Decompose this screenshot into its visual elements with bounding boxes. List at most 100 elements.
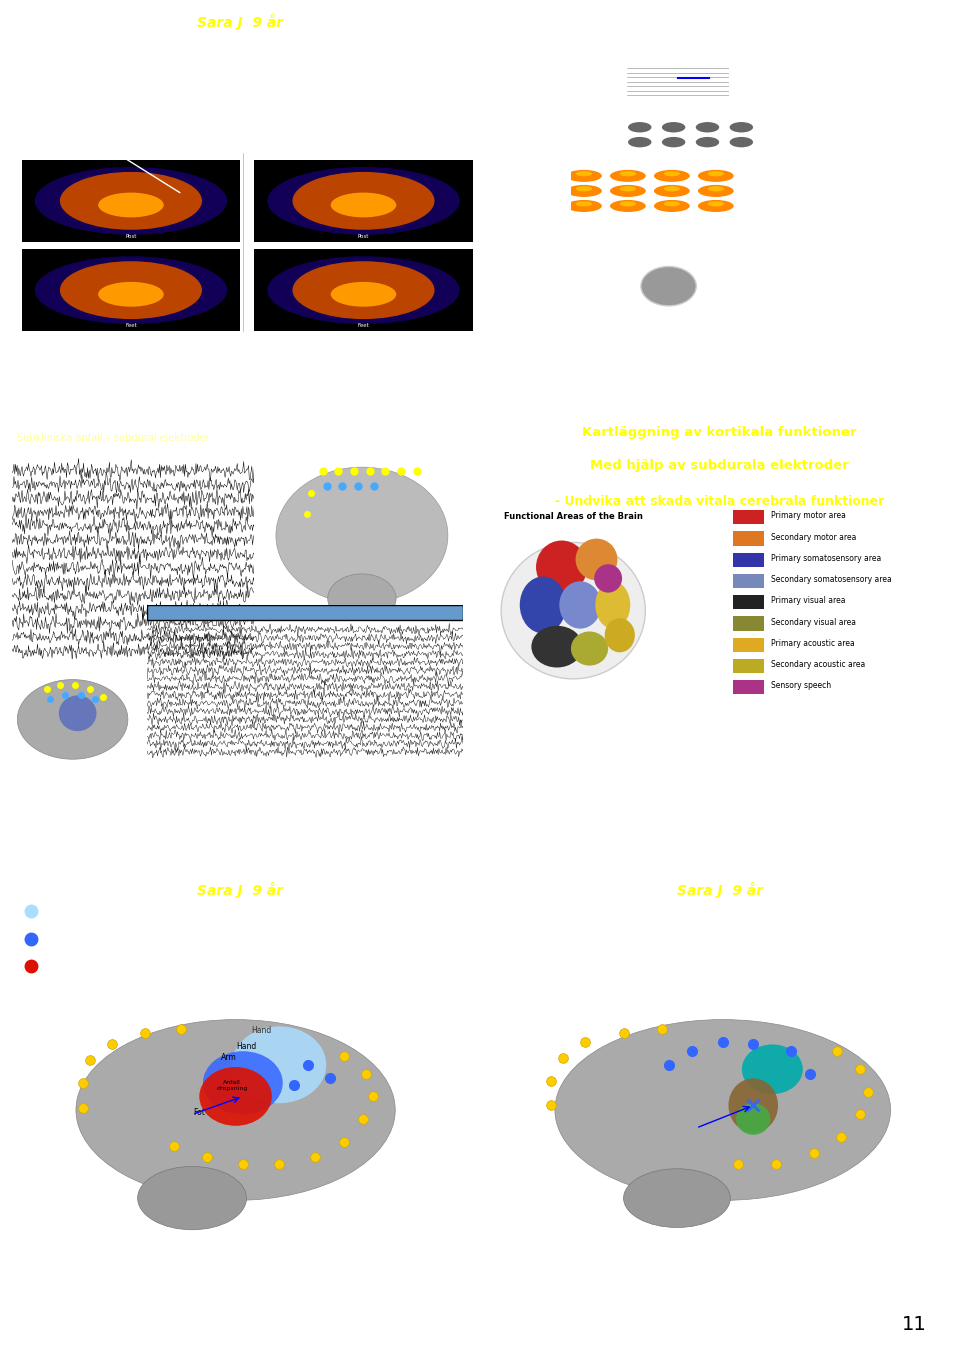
Ellipse shape xyxy=(60,171,202,230)
Text: 11: 11 xyxy=(901,1315,926,1334)
Ellipse shape xyxy=(330,193,396,217)
Ellipse shape xyxy=(610,185,646,197)
Text: Anfall
dropsning: Anfall dropsning xyxy=(216,1080,248,1091)
Ellipse shape xyxy=(293,261,435,319)
Ellipse shape xyxy=(628,136,652,147)
Ellipse shape xyxy=(654,185,689,197)
Text: • Kortikal elektrisk stimulering - motoriska funktioner och språk: • Kortikal elektrisk stimulering - motor… xyxy=(501,707,812,718)
Text: •  SPECT: • SPECT xyxy=(516,180,564,189)
Text: Secondary motor area: Secondary motor area xyxy=(771,533,856,541)
Text: Secondary somatosensory area: Secondary somatosensory area xyxy=(771,575,891,585)
Text: Secondary acoustic area: Secondary acoustic area xyxy=(771,660,865,670)
Ellipse shape xyxy=(661,122,685,132)
Text: Multimodal fusion av: Multimodal fusion av xyxy=(524,24,688,38)
Ellipse shape xyxy=(594,564,622,593)
Text: Sara J  9 år: Sara J 9 år xyxy=(677,882,763,898)
Ellipse shape xyxy=(663,186,680,192)
Ellipse shape xyxy=(76,1019,396,1200)
Ellipse shape xyxy=(698,185,733,197)
Ellipse shape xyxy=(661,136,685,147)
Text: Primary visual area: Primary visual area xyxy=(771,597,845,605)
Text: Post: Post xyxy=(358,234,370,239)
Ellipse shape xyxy=(620,201,636,207)
Ellipse shape xyxy=(267,256,460,324)
Ellipse shape xyxy=(98,193,164,217)
Text: • Somato-sensoriska evoked potentials - sensoriska and motoriska
  funktioner: • Somato-sensoriska evoked potentials - … xyxy=(501,755,828,776)
Ellipse shape xyxy=(663,171,680,177)
Ellipse shape xyxy=(566,185,602,197)
Text: Med hjälp av subdurala elektroder: Med hjälp av subdurala elektroder xyxy=(590,459,850,472)
Ellipse shape xyxy=(98,282,164,306)
FancyBboxPatch shape xyxy=(22,159,240,242)
Text: # Intervaskular endopial resektion: # Intervaskular endopial resektion xyxy=(506,967,686,976)
Ellipse shape xyxy=(267,167,460,235)
Text: Primary somatosensory area: Primary somatosensory area xyxy=(771,554,881,563)
FancyBboxPatch shape xyxy=(254,159,472,242)
Text: - Undvika att skada vitala cerebrala funktioner: - Undvika att skada vitala cerebrala fun… xyxy=(555,495,884,509)
Text: Primary acoustic area: Primary acoustic area xyxy=(771,639,854,648)
Text: • MRT normal,: • MRT normal, xyxy=(26,47,96,57)
FancyBboxPatch shape xyxy=(733,552,764,567)
FancyBboxPatch shape xyxy=(147,605,464,620)
FancyBboxPatch shape xyxy=(733,637,764,652)
Ellipse shape xyxy=(555,1019,891,1200)
FancyBboxPatch shape xyxy=(733,680,764,694)
Text: Post: Post xyxy=(125,234,136,239)
Ellipse shape xyxy=(698,170,733,182)
Ellipse shape xyxy=(232,1026,326,1103)
FancyBboxPatch shape xyxy=(22,248,240,332)
FancyBboxPatch shape xyxy=(733,510,764,524)
Ellipse shape xyxy=(576,171,592,177)
FancyBboxPatch shape xyxy=(733,595,764,609)
Text: • Skalp-EEG indistinkt: • Skalp-EEG indistinkt xyxy=(26,70,133,80)
Ellipse shape xyxy=(35,256,228,324)
Ellipse shape xyxy=(654,200,689,212)
Ellipse shape xyxy=(17,679,128,759)
Text: Sensorisk funktion: Sensorisk funktion xyxy=(59,934,162,944)
Ellipse shape xyxy=(203,1052,283,1115)
Ellipse shape xyxy=(571,632,608,666)
Ellipse shape xyxy=(276,467,448,603)
Ellipse shape xyxy=(576,186,592,192)
Ellipse shape xyxy=(641,266,696,306)
Ellipse shape xyxy=(628,122,652,132)
Text: *Anatomiskt möjlig approach för resektion: *Anatomiskt möjlig approach för resektio… xyxy=(506,911,728,921)
Ellipse shape xyxy=(560,582,601,629)
Ellipse shape xyxy=(330,282,396,306)
Ellipse shape xyxy=(610,200,646,212)
Ellipse shape xyxy=(566,200,602,212)
Ellipse shape xyxy=(742,1045,803,1094)
Ellipse shape xyxy=(620,186,636,192)
Text: Sara J  9 år: Sara J 9 år xyxy=(197,14,283,30)
Ellipse shape xyxy=(595,582,630,629)
Ellipse shape xyxy=(519,576,566,633)
Text: Sara J  9 år: Sara J 9 år xyxy=(197,882,283,898)
Text: Functional Areas of the Brain: Functional Areas of the Brain xyxy=(504,512,642,521)
Ellipse shape xyxy=(698,200,733,212)
Text: Kartläggning av kortikala funktioner: Kartläggning av kortikala funktioner xyxy=(583,427,857,439)
Ellipse shape xyxy=(663,201,680,207)
Text: •  Elektrodlokalisation under invasiv EEG-
   utredning: • Elektrodlokalisation under invasiv EEG… xyxy=(516,242,747,263)
Text: Primary motor area: Primary motor area xyxy=(771,512,846,520)
Ellipse shape xyxy=(576,201,592,207)
Ellipse shape xyxy=(293,171,435,230)
Ellipse shape xyxy=(532,626,583,667)
Text: Secondary visual area: Secondary visual area xyxy=(771,617,855,626)
Text: Hand: Hand xyxy=(236,1042,256,1052)
FancyBboxPatch shape xyxy=(733,532,764,545)
Ellipse shape xyxy=(708,186,724,192)
Text: Subkliniska anfall – subdural elektroder: Subkliniska anfall – subdural elektroder xyxy=(17,433,209,444)
Ellipse shape xyxy=(729,1079,778,1133)
Ellipse shape xyxy=(200,1066,272,1126)
Ellipse shape xyxy=(35,167,228,235)
Ellipse shape xyxy=(501,543,645,679)
FancyBboxPatch shape xyxy=(733,617,764,630)
Text: Feet: Feet xyxy=(358,323,370,328)
FancyBboxPatch shape xyxy=(254,248,472,332)
Text: Hand: Hand xyxy=(251,1026,271,1035)
Ellipse shape xyxy=(137,1166,247,1230)
Text: utan funktionsbortfall: utan funktionsbortfall xyxy=(506,938,626,949)
Ellipse shape xyxy=(708,201,724,207)
Ellipse shape xyxy=(624,1169,731,1227)
FancyBboxPatch shape xyxy=(733,574,764,589)
